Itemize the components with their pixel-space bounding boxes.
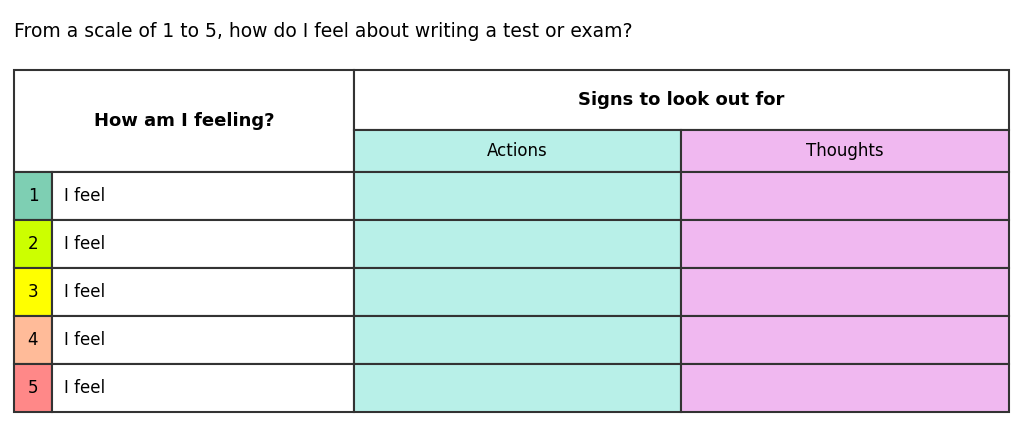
Text: Signs to look out for: Signs to look out for xyxy=(579,91,784,109)
Bar xyxy=(52,172,354,220)
Bar xyxy=(52,316,354,364)
Bar xyxy=(14,364,52,412)
Bar xyxy=(14,220,52,268)
Bar xyxy=(354,220,681,268)
Bar xyxy=(14,268,52,316)
Bar xyxy=(52,268,354,316)
Text: I feel: I feel xyxy=(63,331,105,349)
Bar xyxy=(354,130,681,172)
Bar xyxy=(354,70,1009,130)
Text: 2: 2 xyxy=(28,235,38,253)
Bar xyxy=(354,316,681,364)
Text: How am I feeling?: How am I feeling? xyxy=(94,112,274,130)
Bar xyxy=(681,268,1009,316)
Text: 3: 3 xyxy=(28,283,38,301)
Bar xyxy=(52,220,354,268)
Bar xyxy=(354,364,681,412)
Text: 4: 4 xyxy=(28,331,38,349)
Text: 5: 5 xyxy=(28,379,38,397)
Text: I feel: I feel xyxy=(63,379,105,397)
Text: Actions: Actions xyxy=(487,142,548,160)
Text: From a scale of 1 to 5, how do I feel about writing a test or exam?: From a scale of 1 to 5, how do I feel ab… xyxy=(14,22,633,41)
Bar xyxy=(14,172,52,220)
Text: I feel: I feel xyxy=(63,235,105,253)
Bar xyxy=(681,364,1009,412)
Text: I feel: I feel xyxy=(63,283,105,301)
Bar xyxy=(681,172,1009,220)
Text: Thoughts: Thoughts xyxy=(806,142,884,160)
Bar xyxy=(354,172,681,220)
Bar xyxy=(681,130,1009,172)
Bar xyxy=(14,70,354,172)
Bar xyxy=(52,364,354,412)
Bar xyxy=(14,316,52,364)
Bar xyxy=(354,268,681,316)
Text: I feel: I feel xyxy=(63,187,105,205)
Text: 1: 1 xyxy=(28,187,38,205)
Bar xyxy=(681,220,1009,268)
Bar xyxy=(681,316,1009,364)
